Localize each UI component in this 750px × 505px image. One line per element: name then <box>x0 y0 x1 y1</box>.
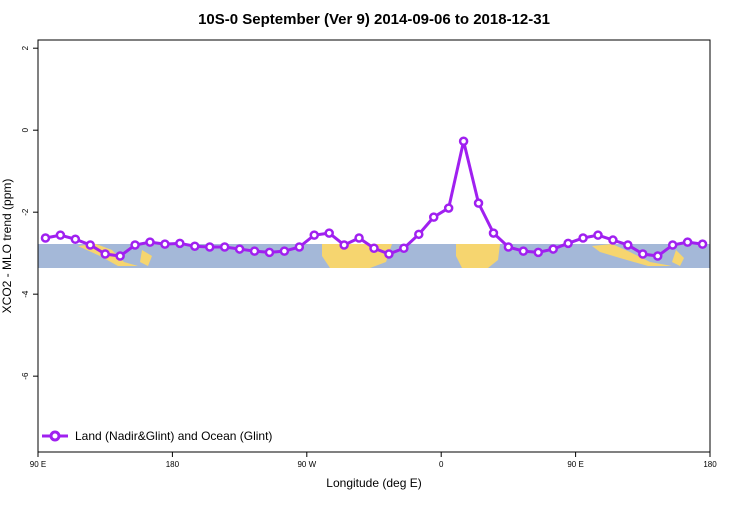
data-point <box>324 228 334 238</box>
data-point <box>339 240 349 250</box>
data-point <box>100 249 110 259</box>
legend-label: Land (Nadir&Glint) and Ocean (Glint) <box>75 429 272 443</box>
data-point <box>204 242 215 252</box>
data-point <box>55 230 66 240</box>
data-point <box>428 212 439 222</box>
data-point <box>175 238 185 249</box>
data-point <box>115 251 125 261</box>
data-point <box>667 240 678 250</box>
data-point <box>145 237 155 247</box>
data-point <box>294 242 305 252</box>
data-point <box>384 249 394 259</box>
y-axis-label: XCO2 - MLO trend (ppm) <box>0 179 14 314</box>
data-point <box>234 244 245 254</box>
data-point <box>458 136 469 147</box>
data-point <box>578 233 588 243</box>
data-point <box>548 244 558 254</box>
data-point <box>309 230 320 240</box>
x-tick-label: 180 <box>703 460 717 469</box>
y-tick-label: 2 <box>21 45 30 50</box>
data-point <box>593 230 603 240</box>
y-tick-label: -4 <box>21 290 30 298</box>
data-point <box>85 240 96 250</box>
data-point <box>563 238 573 249</box>
data-point <box>503 242 514 252</box>
data-point <box>488 228 499 238</box>
y-tick-label: -2 <box>21 208 30 216</box>
data-point <box>443 203 454 213</box>
data-point <box>682 237 693 247</box>
y-tick-label: 0 <box>21 127 30 132</box>
data-point <box>219 242 230 252</box>
x-tick-label: 180 <box>166 460 180 469</box>
x-tick-label: 0 <box>439 460 444 469</box>
data-point <box>70 234 81 244</box>
data-point <box>623 240 633 250</box>
data-point <box>190 241 200 251</box>
legend: Land (Nadir&Glint) and Ocean (Glint) <box>42 429 272 443</box>
data-point <box>518 246 529 256</box>
data-point <box>249 246 260 256</box>
data-point <box>40 233 51 243</box>
data-point <box>130 240 140 250</box>
data-point <box>697 239 708 249</box>
data-point <box>160 239 170 249</box>
data-point <box>533 247 544 258</box>
data-point <box>279 246 290 256</box>
data-point <box>652 251 663 261</box>
data-point <box>399 243 409 254</box>
legend-marker <box>49 430 61 442</box>
data-point <box>608 235 618 245</box>
series-line <box>45 140 703 258</box>
plot-frame <box>37 39 711 453</box>
data-point <box>264 247 275 258</box>
data-point <box>369 243 379 254</box>
x-tick-label: 90 E <box>567 460 583 469</box>
y-tick-label: -6 <box>21 372 30 380</box>
chart-title: 10S-0 September (Ver 9) 2014-09-06 to 20… <box>198 11 550 28</box>
data-point <box>354 233 364 243</box>
data-point <box>473 198 484 208</box>
data-point <box>638 249 648 259</box>
x-tick-label: 90 E <box>30 460 46 469</box>
x-axis-label: Longitude (deg E) <box>326 476 421 490</box>
x-tick-label: 90 W <box>297 460 316 469</box>
data-point <box>414 229 424 240</box>
